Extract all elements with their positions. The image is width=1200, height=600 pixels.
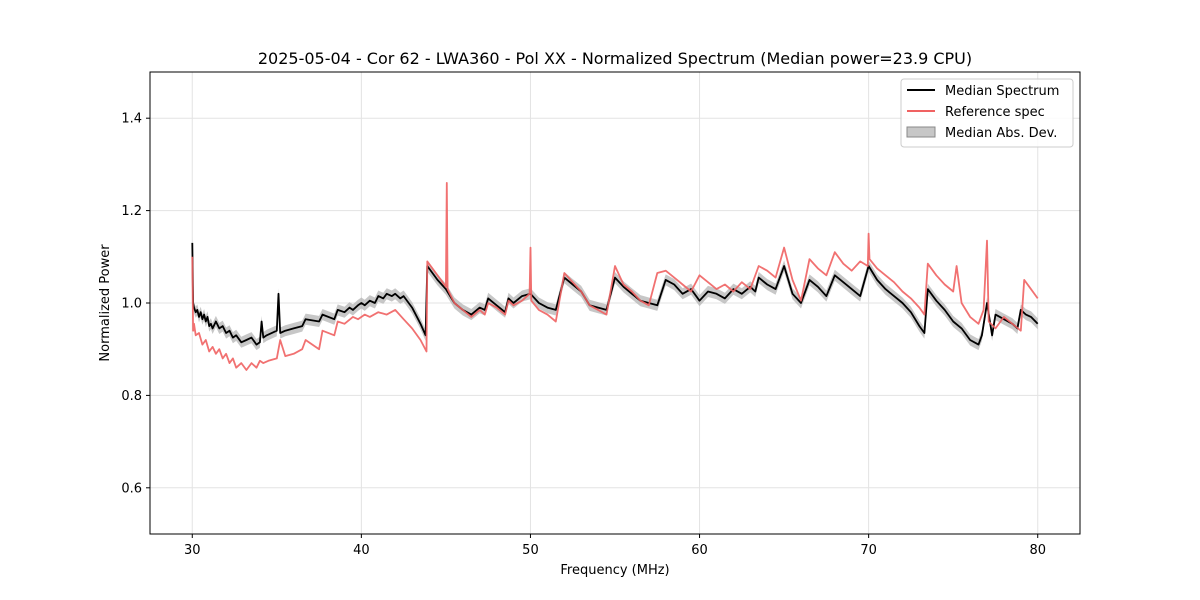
legend-mad-label: Median Abs. Dev.	[945, 126, 1057, 141]
chart-title: 2025-05-04 - Cor 62 - LWA360 - Pol XX - …	[258, 49, 972, 68]
ticks: 30 40 50 60 70 80 0.6 0.8 1.0 1.2 1.4	[121, 112, 1046, 558]
plot-area	[191, 181, 1039, 371]
x-tick-label: 40	[353, 543, 370, 558]
y-axis-label: Normalized Power	[98, 244, 113, 362]
y-tick-label: 1.4	[121, 112, 142, 127]
x-axis-label: Frequency (MHz)	[560, 563, 669, 578]
legend: Median Spectrum Reference spec Median Ab…	[900, 78, 1074, 148]
x-tick-label: 70	[860, 543, 877, 558]
legend-box	[900, 78, 1074, 148]
y-tick-label: 0.6	[121, 481, 142, 496]
legend-reference-label: Reference spec	[945, 105, 1045, 120]
x-tick-label: 30	[184, 543, 201, 558]
x-tick-label: 80	[1029, 543, 1046, 558]
x-tick-label: 60	[691, 543, 708, 558]
legend-median-label: Median Spectrum	[945, 84, 1059, 99]
y-tick-label: 1.0	[121, 297, 142, 312]
series-median-spectrum-line	[191, 242, 1039, 346]
y-tick-label: 1.2	[121, 204, 142, 219]
series-reference-spec-line	[191, 181, 1039, 371]
y-tick-label: 0.8	[121, 389, 142, 404]
legend-mad-patch	[906, 126, 936, 138]
x-tick-label: 50	[522, 543, 539, 558]
